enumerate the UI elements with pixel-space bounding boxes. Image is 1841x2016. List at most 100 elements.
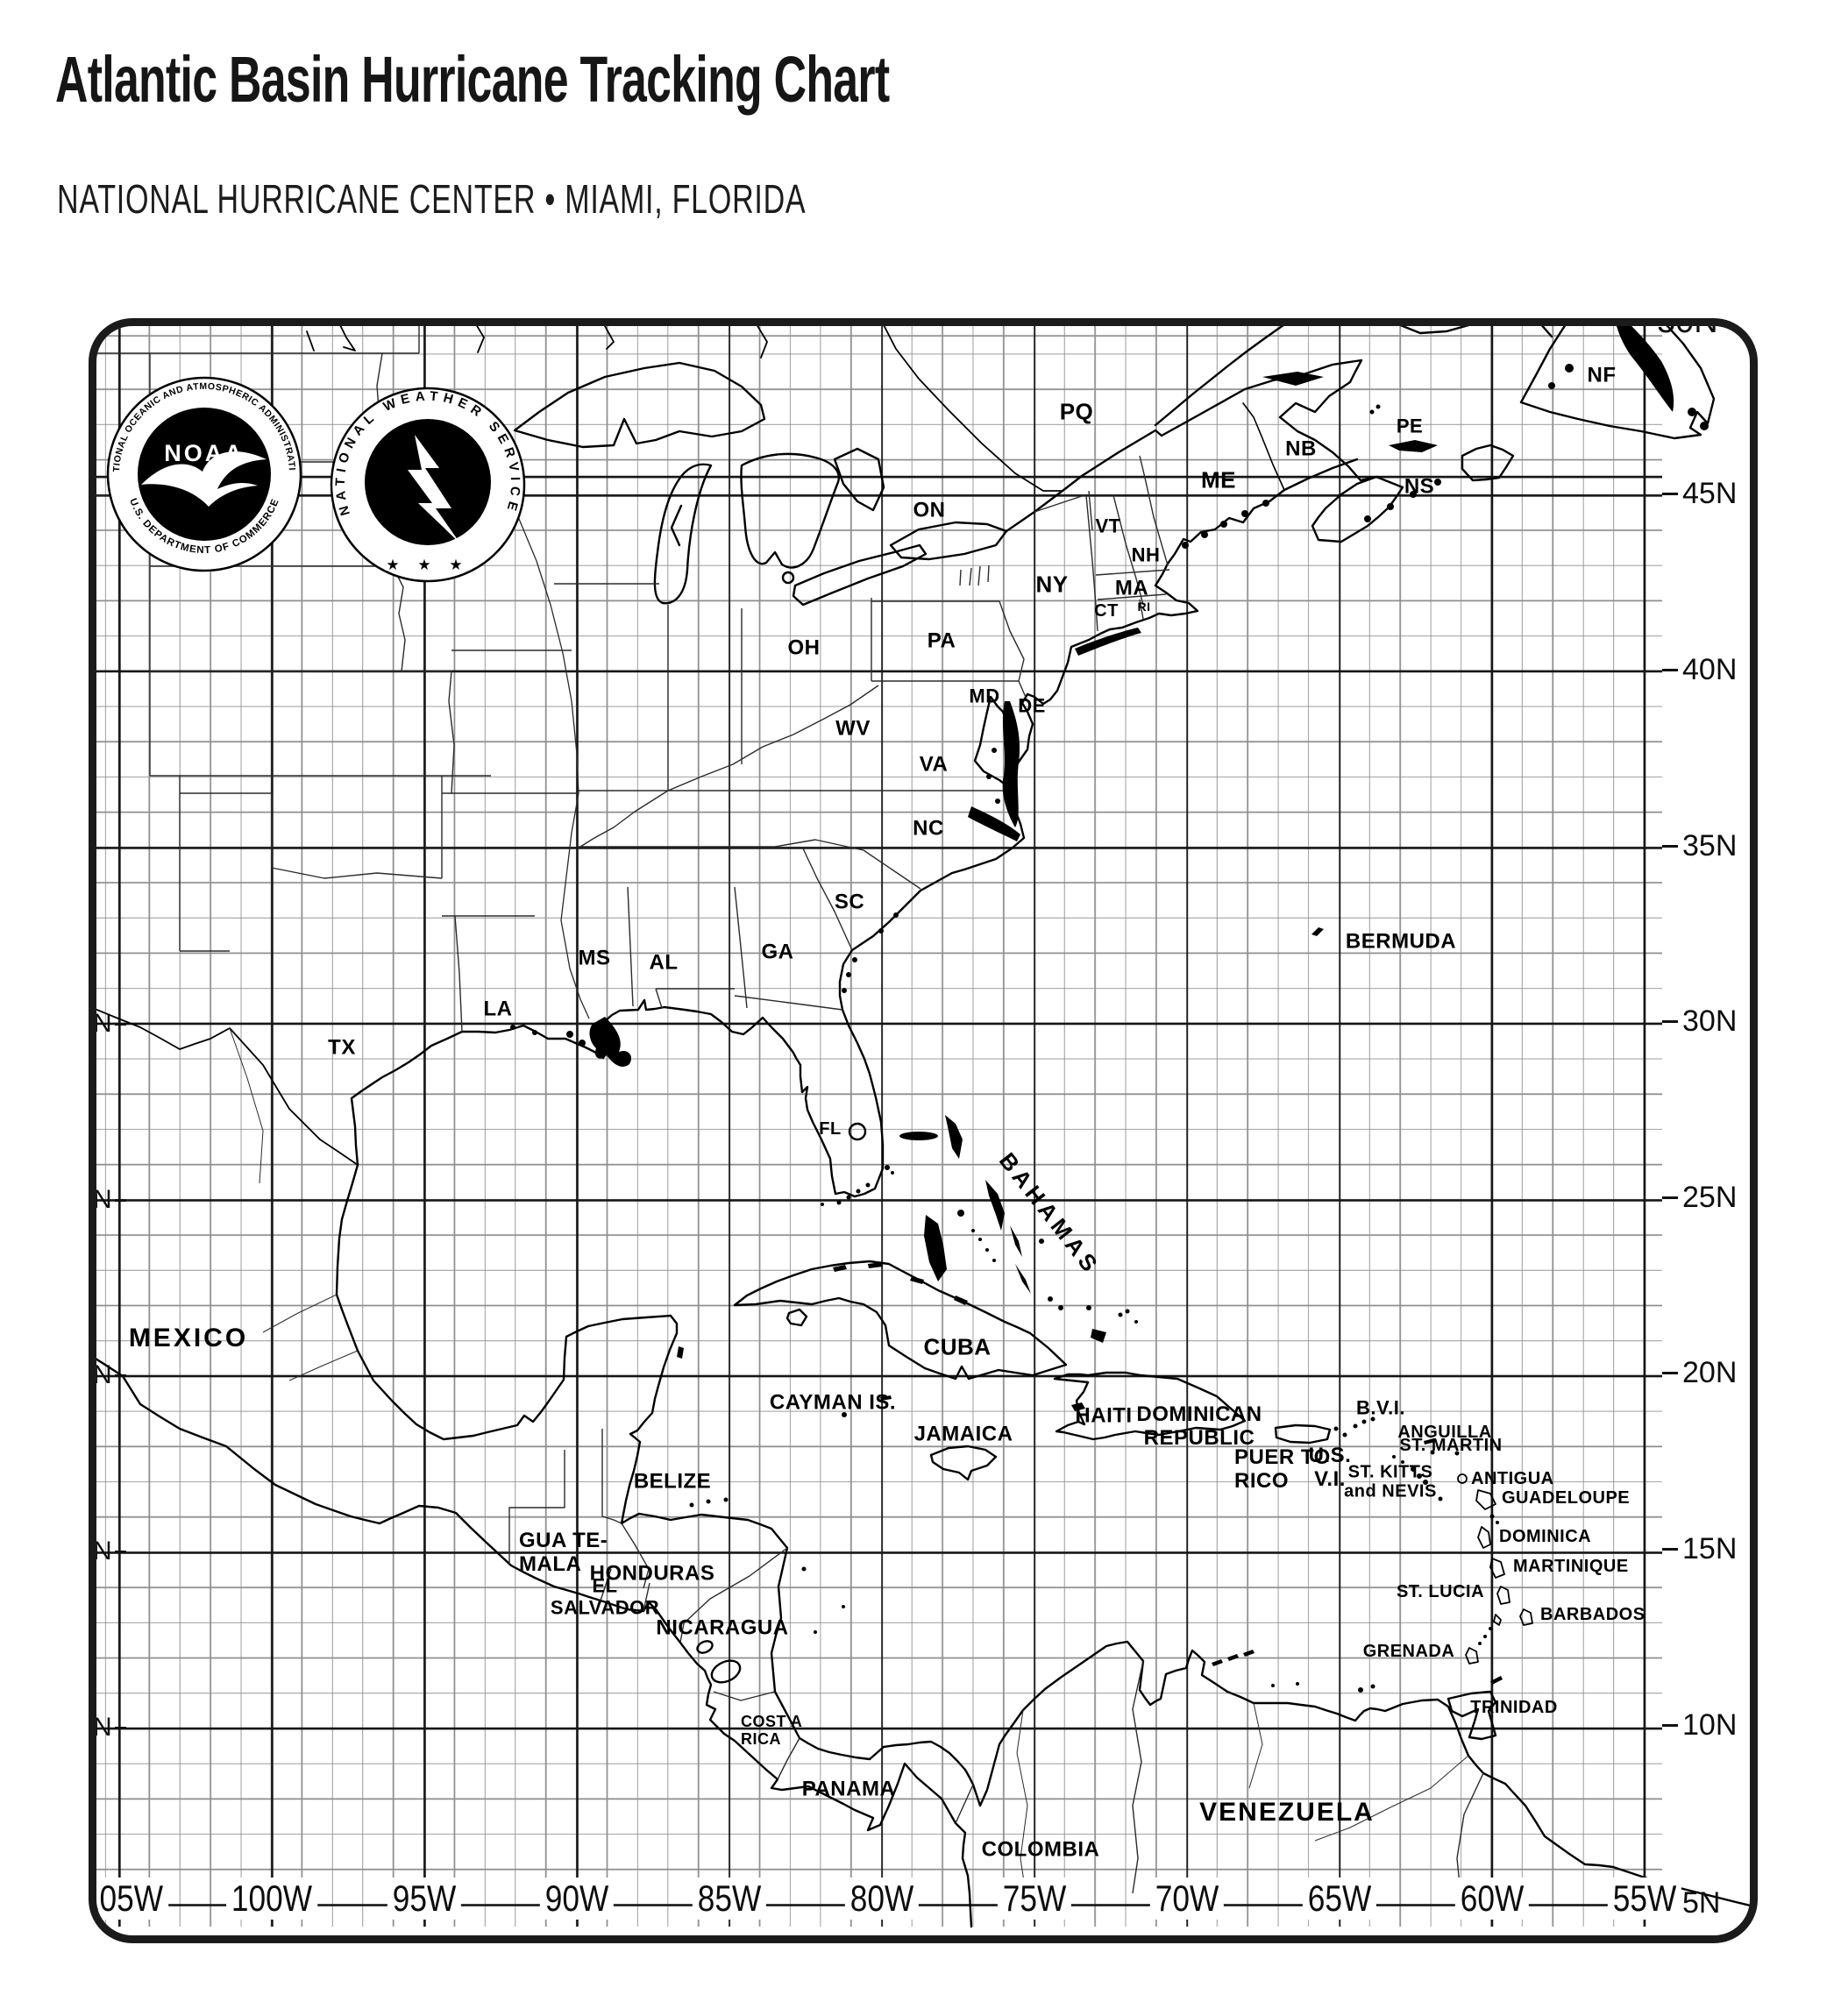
label-dominica: DOMINICA [1499,1526,1592,1546]
lat-left-15n: N [93,1537,126,1566]
lake-superior [513,361,766,449]
label-anguilla: ANGUILLA [1397,1422,1492,1442]
lat-text: 15N [1682,1532,1738,1565]
label-fl: FL [819,1118,842,1139]
lat-tick [114,1022,126,1026]
chesapeake-mass [1002,701,1020,827]
lightning-bolt-icon [408,435,460,543]
lat-tick [114,1198,126,1202]
anticosti-island [1262,372,1324,386]
grenada-island [1465,1647,1479,1665]
label-pq: PQ [1059,398,1094,425]
label-dominican-republic: DOMINICAN REPUBLIC [1136,1402,1262,1450]
lon-label-60w: 60W [1454,1878,1530,1920]
lat-label-35n: 35N [1662,829,1737,863]
atlantic-gulf-caribbean-coast [335,488,1750,1907]
mississippi-delta [589,1017,632,1067]
label-al: AL [649,950,679,975]
st-lucia-island [1496,1586,1510,1605]
puerto-rico [1274,1423,1332,1445]
bermuda-island [1311,927,1324,936]
label-nicaragua: NICARAGUA [656,1615,789,1640]
coastline-map-graphic [96,326,1750,1928]
label-guadeloupe: GUADELOUPE [1502,1487,1631,1508]
lat-tick [114,1726,126,1729]
antigua-island [1457,1473,1468,1484]
label-pe: PE [1396,415,1424,437]
label-haiti: HAITI [1075,1403,1133,1428]
grand-bahama-island [899,1132,938,1140]
tobago-island [1490,1676,1503,1685]
lat-text: 20N [1682,1356,1738,1389]
south-america-borders [1132,1660,1484,1894]
label-ga: GA [761,940,794,964]
label-venezuela: VENEZUELA [1199,1798,1375,1828]
lat-label-30n: 30N [1662,1004,1737,1039]
cozumel [677,1346,684,1359]
label-cayman-is: CAYMAN IS. [769,1390,897,1415]
label-on: ON [913,498,946,522]
lat-label-10n: 10N [1662,1708,1737,1743]
label-st-martin: ST. MARTIN [1399,1435,1503,1455]
label-honduras: HONDURAS [589,1561,715,1586]
map-inner: NATIONAL OCEANIC AND ATMOSPHERIC ADMINIS… [93,318,1750,1935]
lon-label-65w: 65W [1302,1878,1377,1920]
label-barbados: BARBADOS [1540,1604,1646,1624]
label-trinidad: TRINIDAD [1470,1697,1558,1717]
lon-label-105w: 105W [96,1878,168,1920]
label-va: VA [919,752,949,777]
cat-island [1010,1225,1022,1257]
label-vt: VT [1095,515,1121,537]
label-mexico: MEXICO [128,1324,249,1353]
lat-text: 10N [1682,1708,1738,1742]
lat-tick [1662,1372,1678,1374]
lake-erie [792,543,928,607]
mississippi-river [490,437,590,1019]
lat-tick [1662,845,1678,848]
lat-text: 30N [1682,1004,1738,1038]
lat-label-50n-clipped: 50N [1657,318,1718,340]
label-ny: NY [1035,571,1069,598]
lat-label-15n: 15N [1662,1532,1737,1566]
barbados-island [1519,1608,1533,1626]
label-bermuda: BERMUDA [1345,929,1457,954]
label-la: LA [483,997,513,1021]
anguilla-island [1424,1438,1435,1445]
lon-label-90w: 90W [539,1878,615,1920]
long-island-ny [1075,628,1141,656]
label-ma: MA [1114,576,1149,600]
lat-text: N [93,1360,112,1389]
lat-lon-grid [96,326,1662,1927]
lon-label-85w: 85W [692,1878,767,1920]
abc-islands [1212,1650,1255,1666]
lat-label-20n: 20N [1662,1356,1737,1390]
label-jamaica: JAMAICA [913,1422,1013,1446]
lat-text: N [93,1009,112,1038]
lon-label-75w: 75W [997,1878,1072,1920]
lat-left-30n: N [93,1009,126,1039]
nws-logo: NATIONAL WEATHER SERVICE ★ ★ ★ [330,387,526,583]
long-island-bahamas [1015,1264,1031,1294]
lake-okeechobee [848,1122,867,1141]
st-vincent-island [1493,1614,1502,1626]
lat-text: N [93,1185,112,1214]
label-belize: BELIZE [633,1469,712,1494]
lake-michigan [653,463,713,605]
page-subtitle: NATIONAL HURRICANE CENTER • MIAMI, FLORI… [57,176,807,222]
label-ri: RI [1137,600,1151,614]
lat-text: 25N [1682,1181,1738,1214]
label-martinique: MARTINIQUE [1513,1556,1629,1576]
cuba [733,1260,1068,1381]
central-america-borders [508,1429,974,1824]
lat-tick [1662,1020,1678,1023]
label-sc: SC [834,890,865,914]
cuba-north-keys [833,1262,968,1305]
pamlico-banks [968,806,1020,841]
page-title: Atlantic Basin Hurricane Tracking Chart [55,43,890,116]
lat-text: N [93,1537,112,1565]
label-pa: PA [927,628,956,653]
ottawa-river [883,326,1063,492]
maine-nb-border [1242,402,1285,491]
noaa-seagull-icon [141,451,267,507]
hispaniola [1053,1371,1247,1441]
